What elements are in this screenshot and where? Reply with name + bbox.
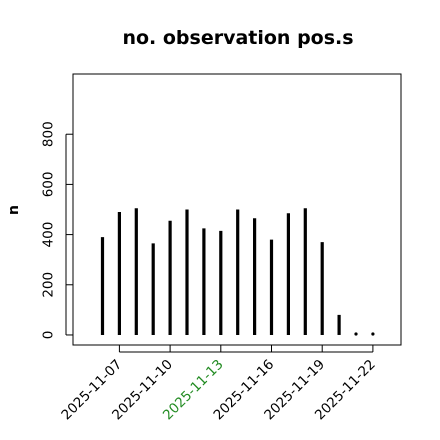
bar (354, 332, 358, 336)
y-tick-label: 200 (41, 272, 57, 298)
y-tick-label: 800 (41, 121, 57, 147)
y-axis-label: n (6, 205, 22, 215)
bars (100, 208, 375, 336)
bar (371, 332, 375, 336)
chart-title: no. observation pos.s (122, 27, 353, 49)
y-axis: 0 200 400 600 800 (41, 121, 73, 339)
y-tick-label: 600 (41, 172, 57, 198)
y-tick-label: 0 (41, 331, 57, 340)
x-axis: 2025-11-072025-11-102025-11-132025-11-16… (58, 345, 379, 423)
y-tick-label: 400 (41, 222, 57, 248)
plot-frame (72, 73, 402, 346)
